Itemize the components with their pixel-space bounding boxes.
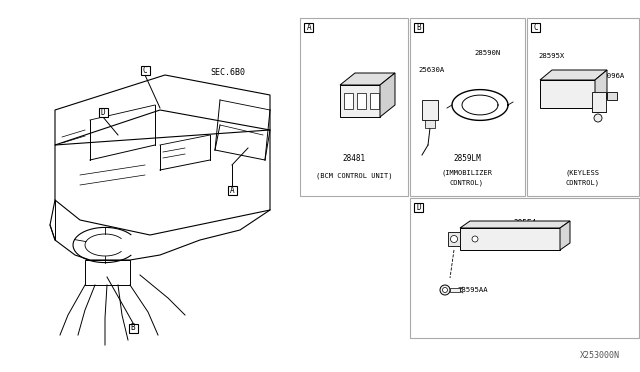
- Text: A: A: [230, 186, 234, 195]
- Circle shape: [472, 236, 478, 242]
- Bar: [344, 93, 353, 109]
- Bar: [357, 93, 366, 109]
- Text: CONTROL): CONTROL): [450, 180, 484, 186]
- Polygon shape: [595, 70, 607, 108]
- Bar: [415, 22, 424, 32]
- Bar: [422, 100, 438, 120]
- Text: X253000N: X253000N: [580, 351, 620, 360]
- Text: 28590N: 28590N: [475, 50, 501, 56]
- Text: (BCM CONTROL UNIT): (BCM CONTROL UNIT): [316, 173, 392, 179]
- Text: (IMMOBILIZER: (IMMOBILIZER: [442, 170, 493, 176]
- Text: C: C: [143, 65, 147, 74]
- Polygon shape: [540, 80, 595, 108]
- Text: D: D: [417, 202, 421, 212]
- Bar: [129, 324, 138, 333]
- Bar: [305, 22, 314, 32]
- Text: ..: ..: [383, 90, 387, 96]
- Text: C: C: [534, 22, 538, 32]
- Circle shape: [442, 288, 447, 292]
- Bar: [425, 120, 435, 128]
- Text: SEC.6B0: SEC.6B0: [210, 67, 245, 77]
- Bar: [531, 22, 541, 32]
- Bar: [410, 18, 525, 196]
- Bar: [300, 18, 408, 196]
- Bar: [141, 65, 150, 74]
- Text: ..: ..: [383, 100, 387, 106]
- Bar: [450, 288, 460, 292]
- Text: 25096A: 25096A: [599, 73, 625, 79]
- Polygon shape: [340, 85, 380, 117]
- Polygon shape: [607, 92, 617, 100]
- Polygon shape: [560, 221, 570, 250]
- Text: 25630A: 25630A: [419, 67, 445, 73]
- Text: (KEYLESS: (KEYLESS: [566, 170, 600, 176]
- Text: 28595AA: 28595AA: [457, 287, 488, 293]
- Text: A: A: [307, 22, 311, 32]
- Text: 28481: 28481: [342, 154, 365, 163]
- Text: 2859LM: 2859LM: [453, 154, 481, 163]
- Text: 28595X: 28595X: [539, 53, 565, 59]
- Bar: [410, 198, 639, 338]
- Polygon shape: [448, 232, 460, 246]
- Circle shape: [440, 285, 450, 295]
- Polygon shape: [540, 70, 607, 80]
- Text: CONTROL): CONTROL): [566, 180, 600, 186]
- Bar: [592, 92, 606, 112]
- Circle shape: [594, 114, 602, 122]
- Polygon shape: [340, 73, 395, 85]
- Text: B: B: [417, 22, 421, 32]
- Bar: [370, 93, 379, 109]
- Bar: [99, 108, 108, 116]
- Bar: [227, 186, 237, 195]
- Text: 285E4: 285E4: [513, 218, 536, 228]
- Text: D: D: [100, 108, 106, 116]
- Bar: [527, 18, 639, 196]
- Polygon shape: [460, 221, 570, 228]
- Circle shape: [451, 235, 458, 243]
- Text: B: B: [131, 324, 135, 333]
- Polygon shape: [380, 73, 395, 117]
- Polygon shape: [460, 228, 560, 250]
- Bar: [415, 202, 424, 212]
